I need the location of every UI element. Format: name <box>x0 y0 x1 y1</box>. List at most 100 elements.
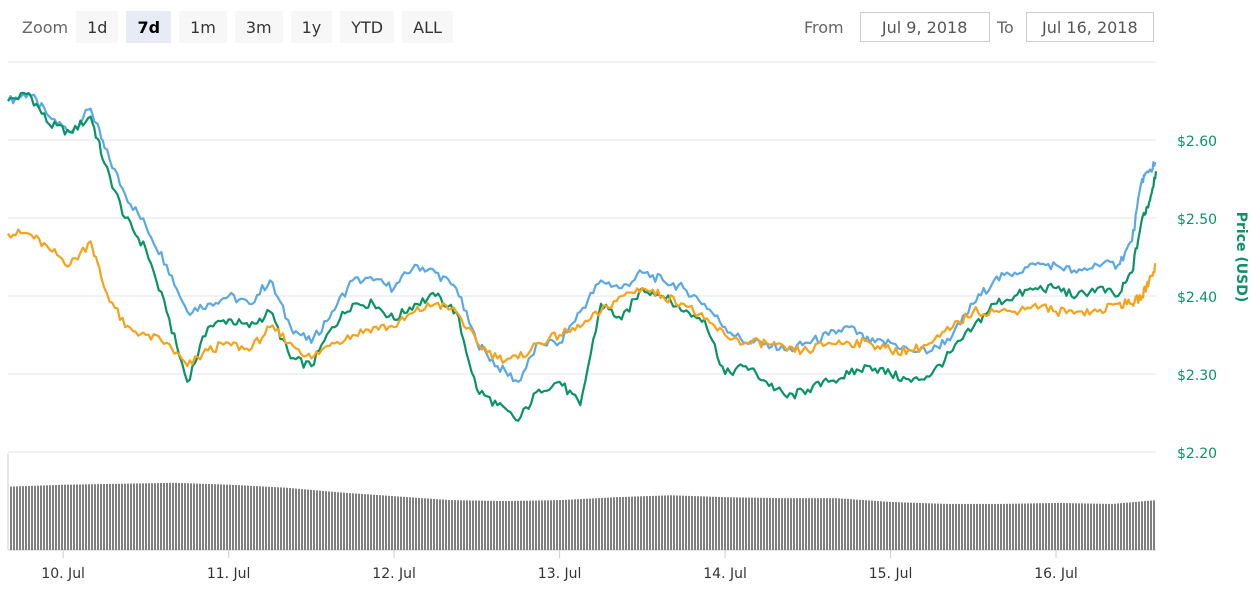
volume-bar <box>553 500 555 550</box>
volume-bar <box>1150 500 1152 550</box>
volume-bar <box>82 484 84 550</box>
volume-bar <box>964 503 966 550</box>
volume-bar <box>1087 503 1089 550</box>
volume-bar <box>184 483 186 550</box>
volume-bar <box>604 497 606 550</box>
volume-bar <box>214 484 216 550</box>
volume-bar <box>1009 503 1011 550</box>
volume-bar <box>397 496 399 550</box>
zoom-ytd-button[interactable]: YTD <box>340 11 395 43</box>
volume-bar <box>193 483 195 550</box>
volume-bar <box>610 497 612 550</box>
volume-bar <box>190 483 192 550</box>
volume-bar <box>679 495 681 550</box>
to-date-input[interactable] <box>1025 12 1154 42</box>
volume-bar <box>775 498 777 550</box>
volume-bar <box>622 496 624 550</box>
volume-bar <box>907 502 909 550</box>
volume-bar <box>388 495 390 550</box>
volume-bar <box>571 499 573 550</box>
volume-bar <box>46 485 48 550</box>
volume-bar <box>517 500 519 550</box>
volume-bar <box>997 503 999 550</box>
volume-bar <box>316 490 318 550</box>
zoom-7d-button[interactable]: 7d <box>126 11 172 43</box>
volume-bar <box>1132 502 1134 550</box>
volume-bar <box>1054 502 1056 550</box>
zoom-1m-button[interactable]: 1m <box>179 11 227 43</box>
volume-bar <box>796 498 798 550</box>
series-line-1 <box>7 92 1157 383</box>
volume-bar <box>226 484 228 550</box>
volume-bar <box>157 483 159 550</box>
zoom-3m-button[interactable]: 3m <box>234 11 283 43</box>
zoom-all-button[interactable]: ALL <box>402 11 453 43</box>
volume-bar <box>592 498 594 550</box>
volume-bar <box>304 489 306 550</box>
volume-bar <box>349 493 351 550</box>
date-range-to: To <box>997 12 1154 42</box>
volume-bar <box>520 500 522 550</box>
volume-bar <box>748 497 750 550</box>
volume-bar <box>40 485 42 550</box>
volume-bar <box>265 486 267 550</box>
volume-bar <box>919 502 921 550</box>
zoom-1y-button[interactable]: 1y <box>290 11 333 43</box>
volume-bar <box>1138 501 1140 550</box>
y-tick-label: $2.40 <box>1177 290 1217 306</box>
volume-bar <box>949 503 951 550</box>
volume-bar <box>724 497 726 550</box>
volume-bar <box>718 496 720 550</box>
volume-bar <box>712 496 714 550</box>
volume-bar <box>793 498 795 550</box>
zoom-1d-button[interactable]: 1d <box>76 11 119 43</box>
volume-bar <box>991 503 993 550</box>
x-tick-label: 13. Jul <box>538 566 582 582</box>
volume-bar <box>544 500 546 550</box>
volume-bar <box>670 495 672 550</box>
volume-bar <box>844 498 846 550</box>
volume-bar <box>937 503 939 550</box>
volume-bar <box>760 497 762 550</box>
volume-bar <box>334 491 336 550</box>
volume-bar <box>145 483 147 550</box>
volume-bar <box>124 483 126 550</box>
volume-bar <box>583 498 585 550</box>
volume-bar <box>910 502 912 550</box>
volume-bar <box>1111 503 1113 550</box>
volume-bar <box>889 501 891 550</box>
volume-bar <box>232 484 234 550</box>
volume-bar <box>160 483 162 550</box>
volume-bar <box>865 500 867 550</box>
volume-bar <box>223 484 225 550</box>
volume-bar <box>487 500 489 550</box>
volume-bar <box>301 489 303 550</box>
volume-bar <box>841 498 843 550</box>
volume-bar <box>49 485 51 550</box>
volume-bar <box>394 496 396 550</box>
volume-bar <box>16 486 18 550</box>
volume-bar <box>826 498 828 550</box>
volume-bar <box>1018 503 1020 550</box>
volume-bar <box>358 493 360 550</box>
volume-bar <box>805 498 807 550</box>
volume-bar <box>967 503 969 550</box>
volume-bar <box>448 499 450 550</box>
volume-bar <box>979 503 981 550</box>
volume-bar <box>577 499 579 550</box>
volume-bar <box>424 498 426 550</box>
volume-bar <box>490 500 492 550</box>
from-date-input[interactable] <box>859 12 990 42</box>
volume-bar <box>103 484 105 550</box>
volume-bar <box>229 484 231 550</box>
volume-bar <box>244 485 246 550</box>
volume-bar <box>271 486 273 550</box>
volume-bar <box>715 496 717 550</box>
volume-bar <box>106 483 108 550</box>
volume-bar <box>1105 503 1107 550</box>
volume-bar <box>664 495 666 550</box>
volume-bar <box>280 487 282 550</box>
volume-bar <box>1120 503 1122 550</box>
zoom-bar: Zoom 1d 7d 1m 3m 1y YTD ALL <box>18 10 461 44</box>
volume-bar <box>628 496 630 550</box>
